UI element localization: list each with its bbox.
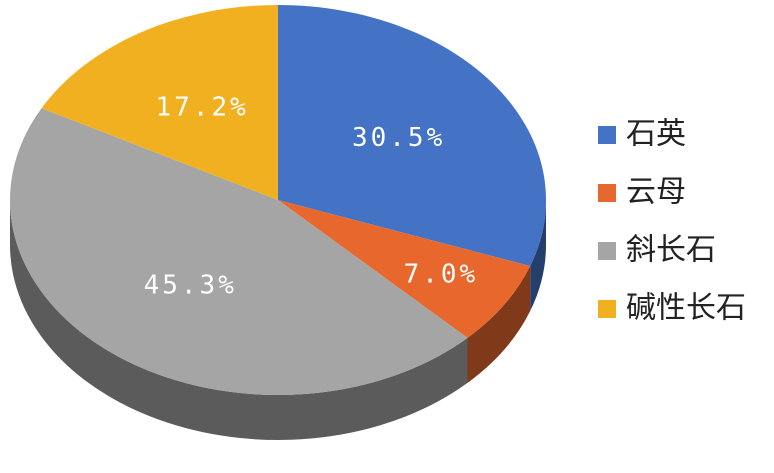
pie-slice [278, 5, 546, 267]
pie-side [530, 200, 546, 312]
legend-label: 斜长石 [626, 233, 716, 268]
value-label: 30.5% [352, 123, 445, 153]
pie-slice [10, 108, 468, 395]
legend-label: 石英 [626, 117, 686, 152]
legend-swatch [598, 242, 616, 260]
legend-swatch [598, 300, 616, 318]
value-label: 45.3% [144, 271, 237, 301]
pie-side [10, 200, 468, 440]
legend-label: 云母 [626, 175, 686, 210]
pie-slice [278, 200, 531, 338]
legend-label: 碱性长石 [626, 291, 746, 326]
legend-swatch [598, 126, 616, 144]
legend-swatch [598, 184, 616, 202]
pie-side [467, 266, 531, 383]
value-label: 7.0% [404, 260, 479, 290]
value-label: 17.2% [156, 93, 249, 123]
pie-slice [41, 5, 278, 200]
